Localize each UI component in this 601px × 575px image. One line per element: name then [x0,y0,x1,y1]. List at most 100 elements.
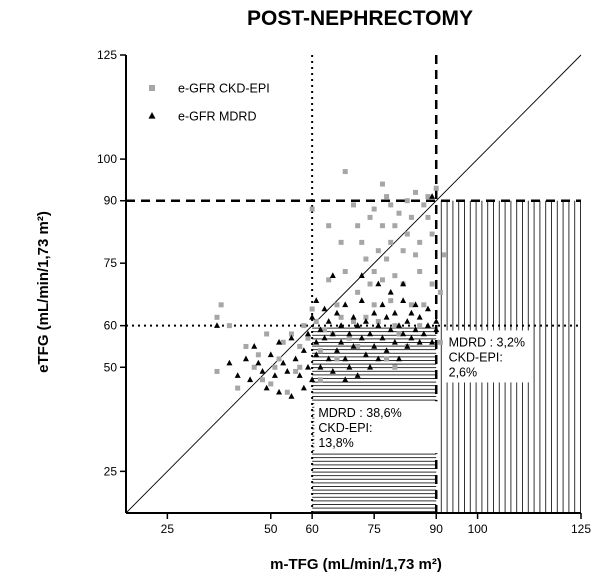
mdrd-point [433,326,440,333]
mdrd-point [259,368,266,374]
y-tick-label: 60 [104,319,118,333]
legend-label: e-GFR MDRD [178,110,256,124]
y-tick-label: 75 [104,256,118,270]
ckd-epi-point [268,381,274,387]
ckd-epi-point [326,277,332,283]
mdrd-point [346,363,353,370]
mdrd-point [371,343,378,349]
mdrd-point [288,334,295,341]
x-tick-label: 25 [161,522,175,536]
ckd-epi-point [408,302,414,308]
ckd-epi-point [384,256,390,262]
x-tick-label: 90 [430,522,444,536]
annotation-box-left [314,401,439,454]
ckd-epi-point [371,302,377,308]
series-layer [214,169,447,399]
mdrd-point [362,351,369,358]
mdrd-point [300,384,307,391]
x-tick-label: 60 [305,522,319,536]
series-1 [214,169,447,395]
ckd-epi-point [280,339,286,345]
ckd-epi-point [388,298,394,304]
ckd-epi-point [388,202,394,208]
ckd-epi-point [297,364,303,370]
ckd-epi-point [214,368,220,374]
ckd-epi-point [363,314,369,320]
mdrd-point [412,326,419,333]
mdrd-point [354,372,361,378]
mdrd-point [276,388,283,395]
mdrd-point [383,313,390,320]
mdrd-point [317,326,324,333]
ckd-epi-point [355,343,361,349]
ckd-epi-point [309,206,315,212]
mdrd-point [371,309,378,316]
mdrd-point [305,330,311,337]
mdrd-point [358,297,365,303]
ckd-epi-point [272,364,278,370]
x-tick-label: 125 [571,522,591,536]
ckd-epi-point [429,281,435,287]
y-axis-ticks: 25 50 60 75 90 100 125 [97,48,126,478]
ckd-epi-point [309,306,315,312]
mdrd-point [400,330,407,337]
mdrd-point [383,347,390,353]
mdrd-point [342,355,349,362]
ckd-epi-point [351,318,356,324]
ckd-epi-point [301,323,307,329]
x-axis-ticks: 25 50 60 75 90 100 125 [161,513,591,536]
ckd-epi-point [404,231,410,237]
ckd-epi-point [243,343,249,349]
ckd-epi-point [367,281,373,287]
mdrd-point [367,363,374,370]
ckd-epi-point [276,356,282,362]
ckd-epi-point [429,231,435,237]
ckd-epi-point [264,331,270,337]
mdrd-point [292,355,299,362]
ckd-epi-point [396,210,402,216]
ckd-epi-point [338,314,344,320]
ckd-epi-point [346,335,352,341]
ckd-epi-point [392,223,398,229]
mdrd-point [354,322,361,328]
mdrd-point [329,368,336,374]
mdrd-point [333,347,340,353]
ckd-epi-point [305,335,311,341]
mdrd-point [342,301,349,308]
mdrd-point [404,318,411,324]
mdrd-point [329,330,336,337]
ckd-epi-point [392,364,398,370]
ckd-epi-point [437,289,443,295]
mdrd-point [251,343,258,349]
mdrd-point [313,338,320,345]
ckd-epi-point [392,273,398,279]
ckd-epi-point [379,223,385,229]
ckd-epi-point [379,181,385,187]
ckd-epi-point [421,302,427,308]
ckd-epi-point [384,194,390,200]
ckd-epi-point [417,269,423,275]
y-tick-label: 125 [97,48,117,62]
mdrd-point [325,355,332,362]
ckd-epi-point [421,202,427,208]
ckd-epi-point [404,198,410,204]
mdrd-point [325,318,332,324]
identity-line [125,54,582,514]
mdrd-point [305,363,311,370]
ckd-epi-point [317,377,323,383]
ckd-epi-point [326,223,332,229]
annotation-box-right [444,330,533,383]
x-tick-label: 50 [264,522,278,536]
mdrd-point [358,334,365,341]
mdrd-point [379,334,386,341]
mdrd-point [400,280,407,287]
ckd-epi-point [371,206,377,212]
mdrd-point [367,330,374,337]
legend-square-icon [149,85,155,91]
mdrd-point [391,338,398,345]
mdrd-point [242,355,249,362]
ckd-epi-point [313,318,319,324]
y-tick-label: 90 [104,194,118,208]
y-tick-label: 100 [97,152,117,166]
